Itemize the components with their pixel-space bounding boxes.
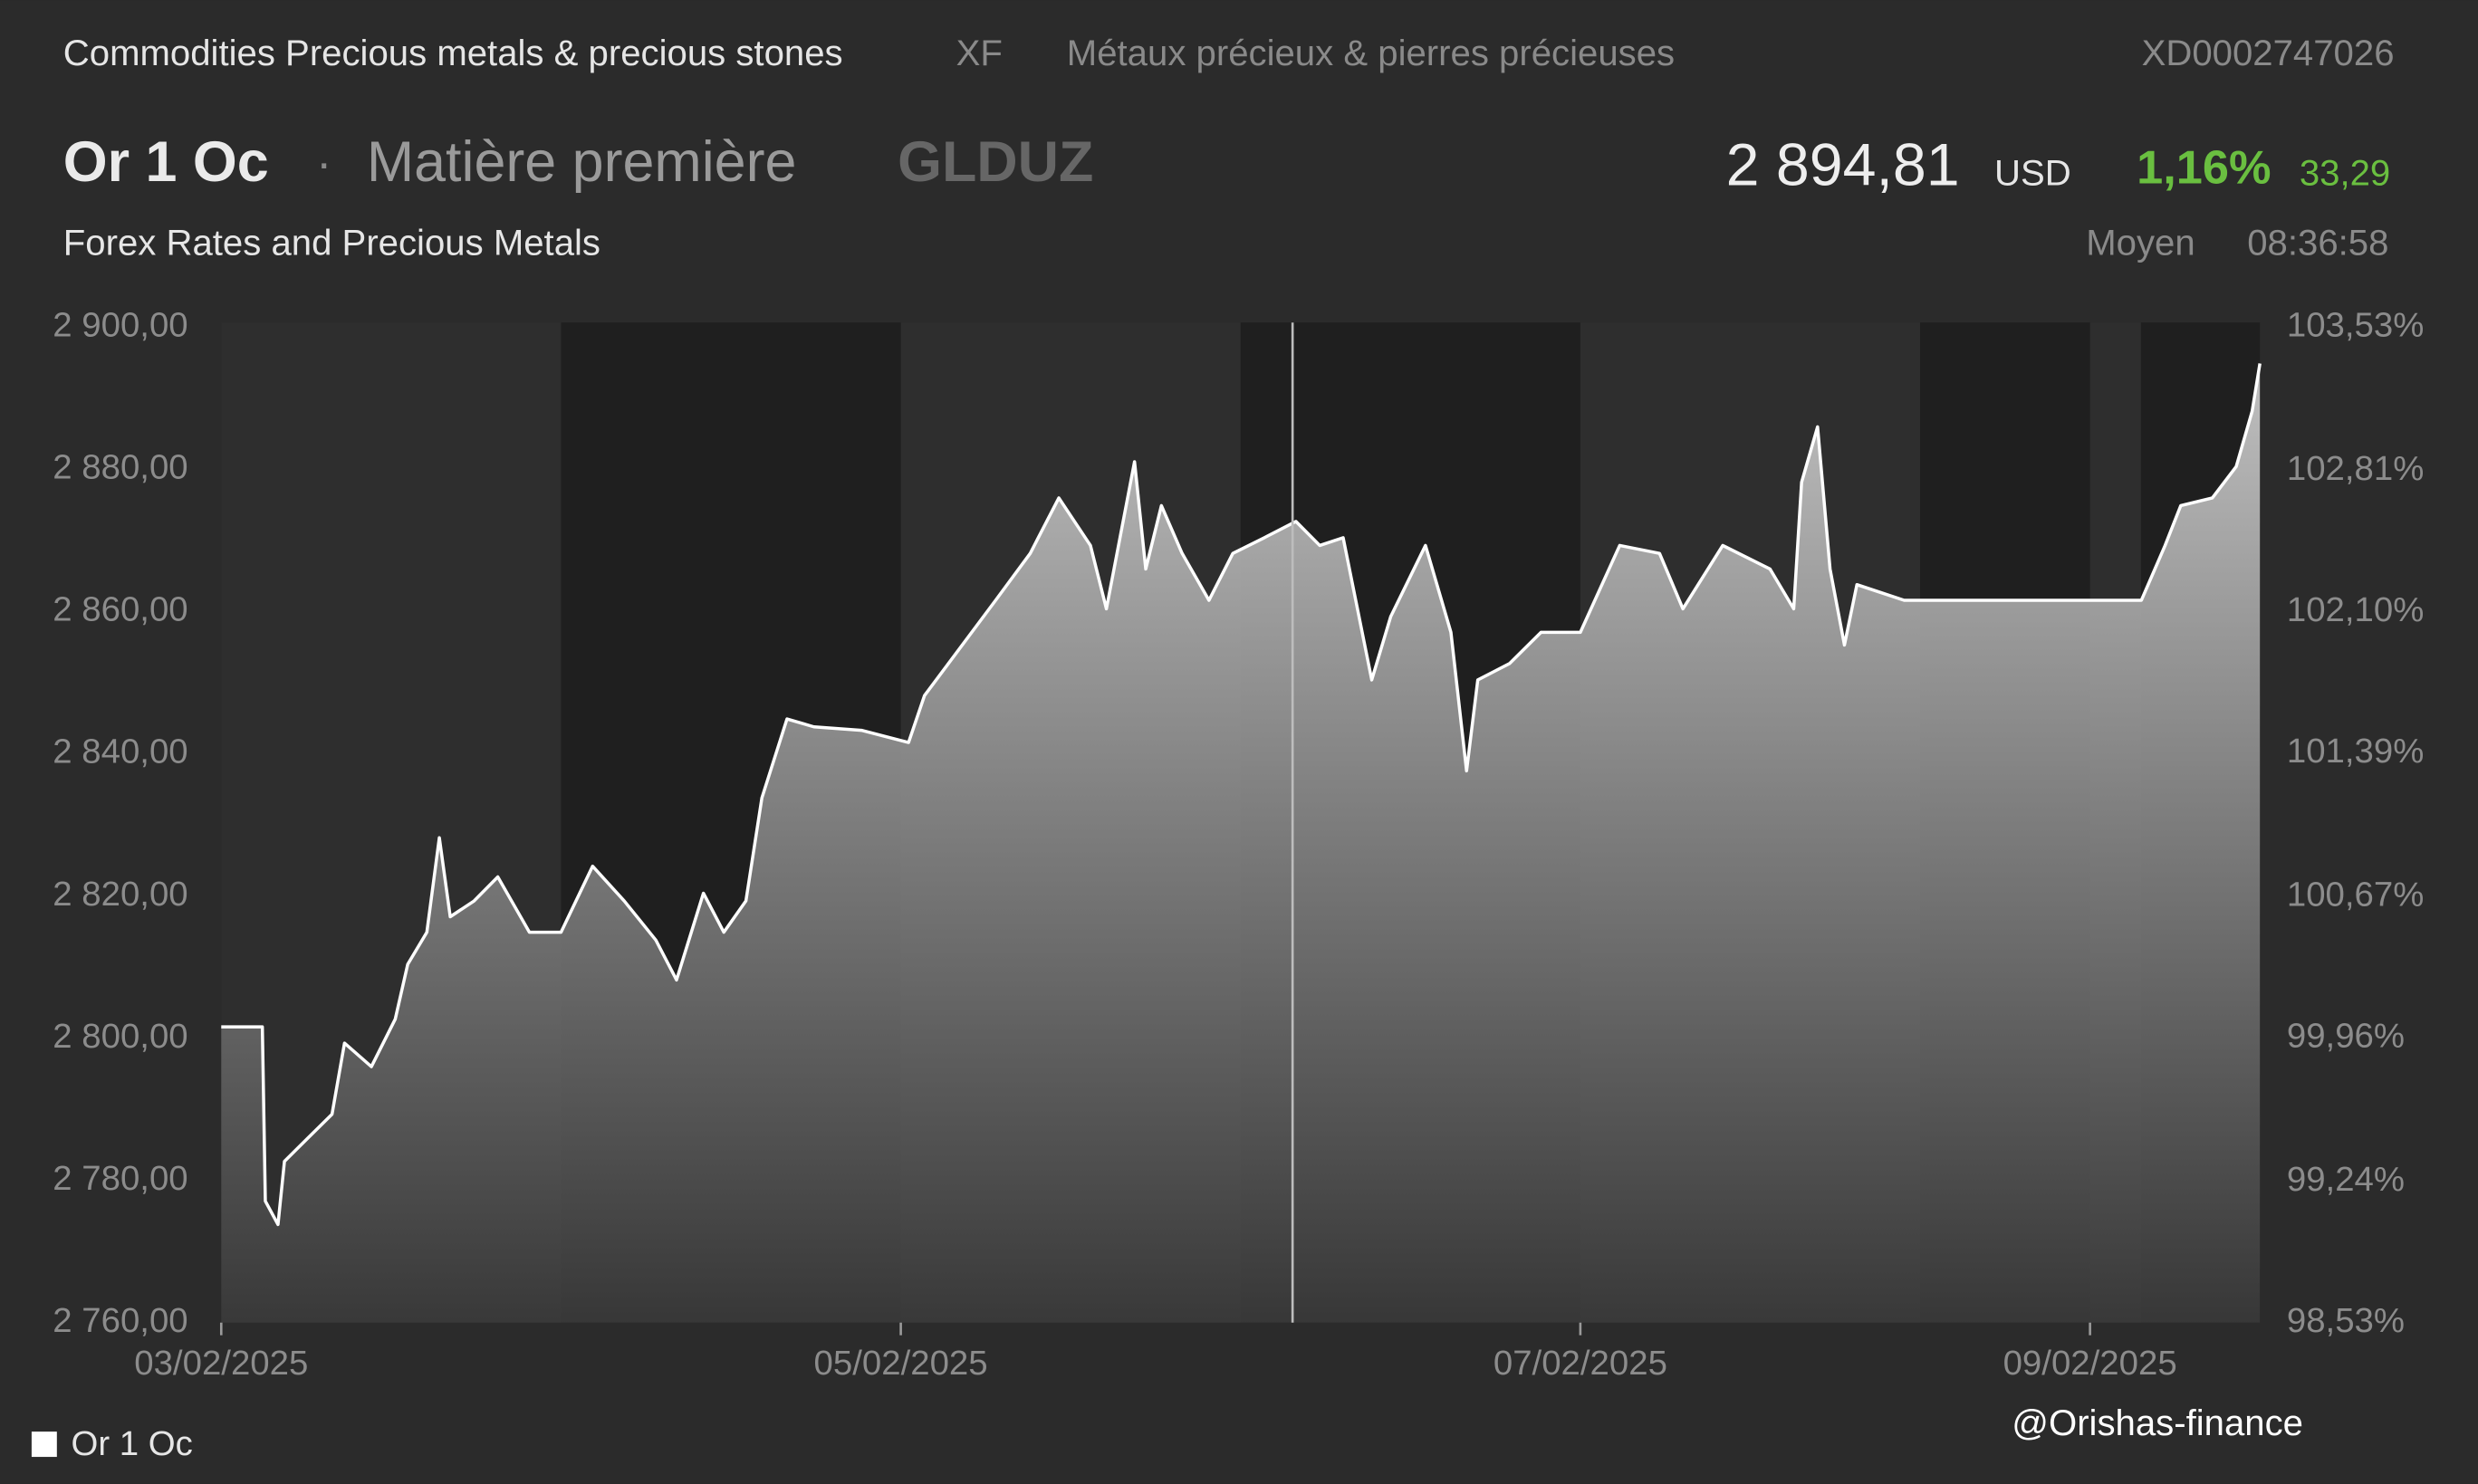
symbol: GLDUZ xyxy=(898,130,1093,194)
x-tick-label: 05/02/2025 xyxy=(814,1344,988,1383)
y-tick-label: 2 860,00 xyxy=(53,590,187,629)
exchange: XF xyxy=(956,33,1003,73)
source: Forex Rates and Precious Metals xyxy=(63,222,600,263)
legend-swatch xyxy=(31,1431,57,1458)
price: 2 894,81 xyxy=(1726,131,1960,198)
price-type: Moyen xyxy=(2086,222,2195,263)
plot: 2 760,00 2 780,00 2 800,00 2 820,00 2 840,00… xyxy=(53,306,2424,1383)
category: Commodities Precious metals & precious s… xyxy=(63,33,843,73)
change-percent: 1,16% xyxy=(2137,142,2271,195)
y2-tick-label: 98,53% xyxy=(2287,1301,2405,1340)
instrument-name: Or 1 Oc xyxy=(63,130,269,194)
x-tick-label: 09/02/2025 xyxy=(2003,1344,2177,1383)
time: 08:36:58 xyxy=(2247,222,2388,263)
y2-tick-label: 100,67% xyxy=(2287,875,2425,914)
area-fill xyxy=(221,363,2261,1323)
y-tick-label: 2 880,00 xyxy=(53,448,187,487)
y-tick-label: 2 820,00 xyxy=(53,875,187,914)
y2-tick-label: 102,10% xyxy=(2287,590,2425,629)
y-tick-label: 2 800,00 xyxy=(53,1017,187,1056)
category-fr: Métaux précieux & pierres précieuses xyxy=(1067,33,1675,73)
price-line xyxy=(221,363,2262,1227)
change: 33,29 xyxy=(2300,153,2390,194)
asset-type: Matière première xyxy=(367,130,797,194)
y2-tick-label: 101,39% xyxy=(2287,732,2425,771)
currency: USD xyxy=(1994,153,2071,194)
isin: XD0002747026 xyxy=(2142,33,2395,73)
y-tick-label: 2 840,00 xyxy=(53,732,187,771)
legend-label: Or 1 Oc xyxy=(72,1424,193,1463)
y-tick-label: 2 780,00 xyxy=(53,1159,187,1198)
watermark: @Orishas-finance xyxy=(2012,1403,2303,1443)
y2-tick-label: 102,81% xyxy=(2287,449,2425,488)
y2-tick-label: 99,96% xyxy=(2287,1016,2405,1055)
y2-tick-label: 103,53% xyxy=(2287,306,2425,345)
y-tick-label: 2 900,00 xyxy=(53,306,187,345)
y-tick-label: 2 760,00 xyxy=(53,1301,187,1340)
y2-tick-label: 99,24% xyxy=(2287,1160,2405,1199)
separator: · xyxy=(316,137,331,189)
x-tick-label: 07/02/2025 xyxy=(1494,1344,1667,1383)
x-tick-label: 03/02/2025 xyxy=(134,1344,308,1383)
